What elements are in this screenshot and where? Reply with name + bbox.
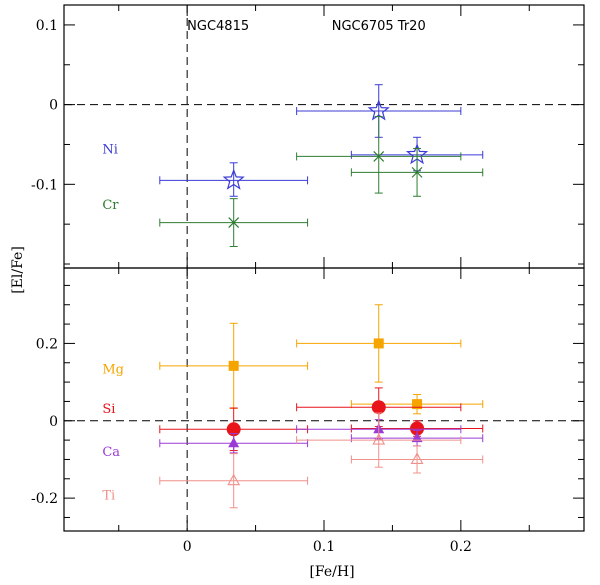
data-point-cross — [228, 217, 240, 228]
data-point-star — [222, 168, 245, 190]
y-tick-label: -0.1 — [31, 177, 58, 193]
x-tick-label: 0.2 — [450, 539, 472, 555]
data-point-square — [228, 360, 239, 371]
top-panel: 0.1 0 -0.1 NGC4815 NGC6705 Tr20 Ni Cr — [31, 4, 585, 269]
series-label: Cr — [102, 198, 119, 213]
data-point-cross — [411, 166, 423, 178]
cluster-label: NGC4815 — [187, 19, 249, 34]
y-tick-label: 0.1 — [36, 18, 58, 34]
plot-frame — [63, 267, 585, 532]
y-tick-label: 0.2 — [36, 336, 58, 352]
series-label: Ca — [102, 445, 120, 460]
cluster-label: NGC6705 Tr20 — [332, 19, 426, 34]
y-tick-label: 0 — [49, 98, 58, 114]
data-point-triangle-open — [227, 473, 241, 486]
series-label: Si — [102, 402, 115, 417]
bottom-panel: 0.2 0 -0.2 0 0.1 0.2 Mg Si Ca Ti — [31, 267, 585, 555]
series-label: Mg — [102, 363, 124, 378]
data-point-triangle-open — [410, 452, 424, 464]
x-tick-label: 0 — [183, 539, 192, 555]
plot-frame — [63, 4, 585, 269]
series-label: Ti — [102, 488, 115, 503]
y-tick-label: -0.2 — [31, 491, 58, 507]
data-point-cross — [373, 150, 385, 162]
data-point-star — [367, 99, 390, 121]
data-point-triangle — [228, 437, 240, 448]
data-point-triangle-open — [372, 432, 386, 445]
y-axis-title: [El/Fe] — [10, 246, 26, 294]
series-label: Ni — [102, 142, 118, 157]
y-tick-label: 0 — [49, 414, 58, 430]
data-point-circle — [371, 400, 386, 415]
data-point-circle — [410, 421, 425, 436]
data-point-circle — [226, 422, 241, 437]
x-axis-title: [Fe/H] — [309, 564, 354, 580]
data-point-square — [412, 399, 423, 410]
x-tick-label: 0.1 — [313, 539, 335, 555]
data-point-square — [373, 338, 384, 349]
